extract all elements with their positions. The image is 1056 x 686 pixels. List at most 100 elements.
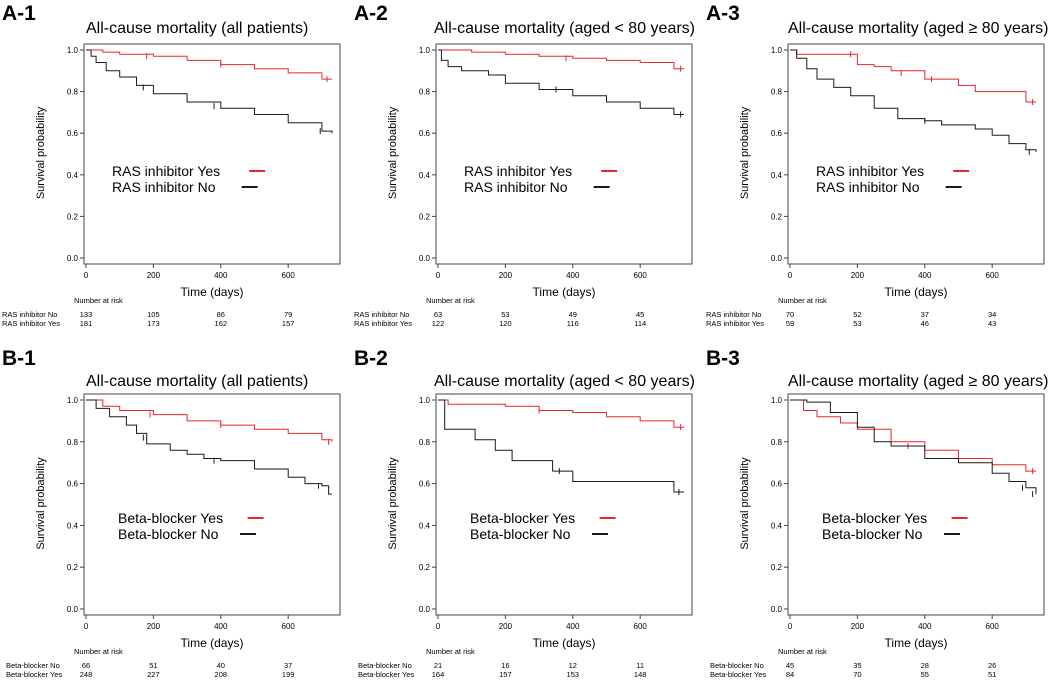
y-tick-label: 0.8 bbox=[771, 438, 783, 447]
series-line-no bbox=[438, 49, 684, 115]
series-line-no bbox=[790, 49, 1037, 152]
panel-title: All-cause mortality (all patients) bbox=[86, 20, 309, 37]
risk-value: 51 bbox=[988, 670, 996, 679]
y-tick-label: 0.2 bbox=[419, 212, 431, 221]
y-tick-label: 0.2 bbox=[67, 212, 79, 221]
x-tick-label: 0 bbox=[788, 622, 793, 631]
risk-value: 105 bbox=[147, 310, 160, 319]
risk-value: 28 bbox=[921, 661, 929, 670]
risk-value: 181 bbox=[80, 319, 93, 328]
x-tick-label: 400 bbox=[214, 271, 228, 280]
risk-value: 53 bbox=[501, 310, 509, 319]
y-tick-label: 0.6 bbox=[419, 129, 431, 138]
risk-value: 26 bbox=[988, 661, 996, 670]
x-axis-label: Time (days) bbox=[533, 636, 596, 650]
risk-value: 43 bbox=[988, 319, 996, 328]
y-tick-label: 0.6 bbox=[771, 129, 783, 138]
risk-table-header: Number at risk bbox=[74, 296, 123, 305]
y-tick-label: 0.0 bbox=[419, 254, 431, 263]
x-tick-label: 0 bbox=[436, 271, 441, 280]
risk-table-header: Number at risk bbox=[426, 647, 475, 656]
risk-row-label: RAS inhibitor No bbox=[354, 310, 409, 319]
y-axis-label: Survival probability bbox=[387, 457, 399, 550]
risk-value: 46 bbox=[921, 319, 929, 328]
y-tick-label: 1.0 bbox=[771, 46, 783, 55]
x-tick-label: 0 bbox=[84, 271, 89, 280]
y-tick-label: 0.8 bbox=[419, 438, 431, 447]
risk-value: 114 bbox=[634, 319, 646, 328]
risk-value: 208 bbox=[215, 670, 228, 679]
y-tick-label: 0.0 bbox=[67, 254, 79, 263]
risk-row-label: Beta-blocker Yes bbox=[358, 670, 415, 679]
panel-a3: A-3 All-cause mortality (aged ≥ 80 years… bbox=[704, 0, 1056, 343]
panel-title: All-cause mortality (all patients) bbox=[86, 373, 309, 390]
risk-value: 153 bbox=[567, 670, 580, 679]
chart-b1: 0.0 0.2 0.4 0.6 0.8 1.0 0 200 400 600 Time (days) S… bbox=[6, 393, 341, 679]
y-axis-label: Survival probability bbox=[35, 457, 47, 550]
x-tick-label: 400 bbox=[918, 622, 932, 631]
risk-table-header: Number at risk bbox=[778, 647, 827, 656]
legend-label: Beta-blocker No bbox=[822, 526, 923, 542]
y-tick-label: 0.2 bbox=[771, 212, 783, 221]
series-line-yes bbox=[86, 49, 332, 80]
chart-b3: 0.0 0.2 0.4 0.6 0.8 1.0 0 200 400 600 Time (days) S… bbox=[710, 393, 1045, 679]
risk-value: 35 bbox=[853, 661, 861, 670]
x-tick-label: 200 bbox=[147, 622, 161, 631]
y-tick-label: 0.4 bbox=[771, 521, 783, 530]
x-axis-label: Time (days) bbox=[885, 285, 948, 299]
chart-a2: 0.0 0.2 0.4 0.6 0.8 1.0 0 200 400 600 Time (days) S… bbox=[354, 43, 693, 328]
risk-value: 120 bbox=[499, 319, 512, 328]
x-axis-label: Time (days) bbox=[181, 285, 244, 299]
legend-label: RAS inhibitor Yes bbox=[464, 163, 572, 179]
legend-label: Beta-blocker No bbox=[470, 526, 571, 542]
risk-value: 157 bbox=[282, 319, 295, 328]
risk-value: 21 bbox=[434, 661, 442, 670]
legend-label: RAS inhibitor No bbox=[112, 179, 216, 195]
risk-row-label: RAS inhibitor No bbox=[2, 310, 57, 319]
panel-title: All-cause mortality (aged < 80 years) bbox=[434, 20, 695, 37]
x-tick-label: 400 bbox=[566, 622, 580, 631]
risk-value: 66 bbox=[82, 661, 90, 670]
legend-label: Beta-blocker Yes bbox=[118, 510, 223, 526]
risk-value: 86 bbox=[217, 310, 225, 319]
y-tick-label: 0.0 bbox=[771, 605, 783, 614]
risk-value: 157 bbox=[499, 670, 512, 679]
risk-table-header: Number at risk bbox=[426, 296, 475, 305]
risk-value: 12 bbox=[569, 661, 577, 670]
risk-value: 59 bbox=[786, 319, 794, 328]
series-line-yes bbox=[438, 49, 684, 70]
panel-b1: B-1 All-cause mortality (all patients) 0… bbox=[0, 343, 352, 686]
y-tick-label: 1.0 bbox=[67, 46, 79, 55]
legend-label: RAS inhibitor Yes bbox=[816, 163, 924, 179]
risk-value: 49 bbox=[569, 310, 577, 319]
series-line-no bbox=[790, 399, 1037, 495]
plot-frame bbox=[83, 393, 341, 616]
y-axis-label: Survival probability bbox=[739, 106, 751, 199]
y-tick-label: 1.0 bbox=[419, 46, 431, 55]
risk-row-label: Beta-blocker Yes bbox=[6, 670, 63, 679]
y-axis-label: Survival probability bbox=[35, 106, 47, 199]
chart-b2: 0.0 0.2 0.4 0.6 0.8 1.0 0 200 400 600 Time (days) S… bbox=[358, 393, 693, 679]
series-line-no bbox=[86, 49, 333, 134]
y-tick-label: 0.4 bbox=[771, 171, 783, 180]
series-line-no bbox=[438, 399, 684, 493]
x-axis-label: Time (days) bbox=[181, 636, 244, 650]
risk-value: 45 bbox=[786, 661, 794, 670]
x-tick-label: 600 bbox=[986, 622, 1000, 631]
risk-value: 37 bbox=[284, 661, 292, 670]
panel-title: All-cause mortality (aged < 80 years) bbox=[434, 373, 695, 390]
panel-a2: A-2 All-cause mortality (aged < 80 years… bbox=[352, 0, 704, 343]
risk-value: 40 bbox=[217, 661, 225, 670]
panel-label: B-3 bbox=[706, 347, 740, 370]
x-tick-label: 600 bbox=[282, 271, 296, 280]
risk-value: 116 bbox=[567, 319, 579, 328]
x-tick-label: 0 bbox=[788, 271, 793, 280]
y-axis-label: Survival probability bbox=[387, 106, 399, 199]
panel-label: B-2 bbox=[354, 347, 388, 370]
y-tick-label: 0.4 bbox=[67, 171, 79, 180]
series-line-yes bbox=[790, 399, 1036, 472]
panel-label: A-2 bbox=[354, 2, 388, 25]
y-axis-label: Survival probability bbox=[739, 457, 751, 550]
panel-label: B-1 bbox=[2, 347, 36, 370]
